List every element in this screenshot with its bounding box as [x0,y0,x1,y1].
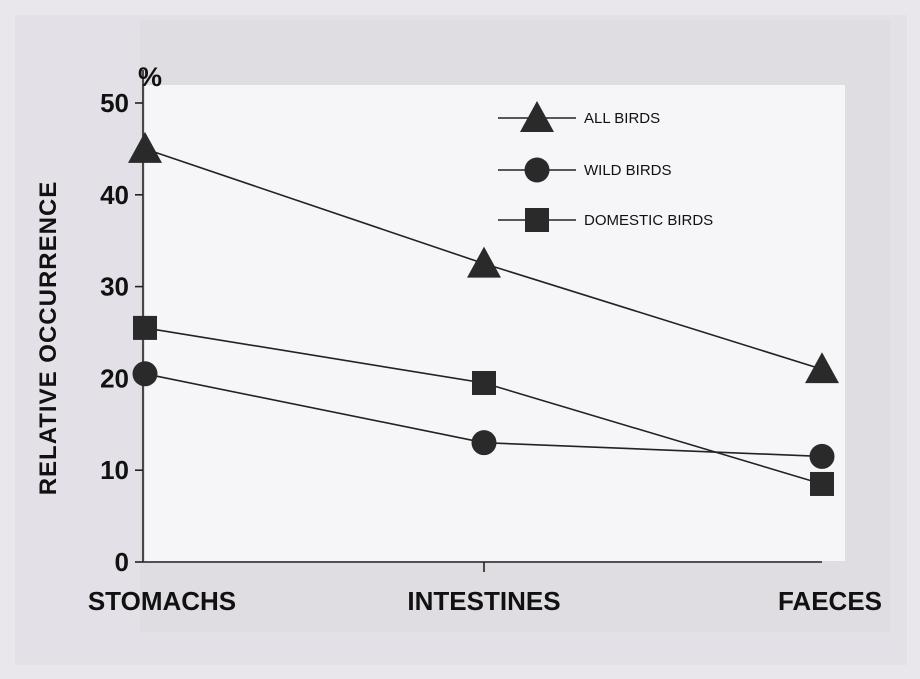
data-point-circle [471,430,497,456]
y-tick-label: 40 [100,180,129,210]
legend-label: ALL BIRDS [584,110,660,127]
data-point-triangle [128,131,162,163]
data-point-circle [809,443,835,469]
data-point-square [472,370,496,395]
data-point-circle [132,361,158,387]
y-tick-label: 20 [100,363,129,393]
legend-marker-square [525,208,549,232]
legend-label: DOMESTIC BIRDS [584,212,713,229]
x-tick-label: STOMACHS [88,586,236,616]
y-unit-label: % [138,62,162,92]
y-tick-label: 30 [100,272,129,302]
y-tick-label: 50 [100,88,129,118]
plot-area [145,85,845,561]
legend-label: WILD BIRDS [584,162,672,179]
axes: 0 10 20 30 40 50% RELATIVE OCCURRENCE STOMACHS I… [35,62,882,616]
y-axis-title: RELATIVE OCCURRENCE [35,181,62,496]
data-point-triangle [467,246,501,278]
series-markers [128,131,839,496]
data-point-square [810,471,834,496]
x-tick-label: FAECES [778,586,882,616]
data-point-square [133,315,157,340]
y-tick-label: 10 [100,455,129,485]
legend: ALL BIRDS WILD BIRDS DOMESTIC BIRDS [498,101,713,232]
data-point-triangle [805,352,839,384]
y-tick-label: 0 [115,547,129,577]
x-tick-label: INTESTINES [407,586,560,616]
legend-marker-triangle [520,101,554,132]
legend-marker-circle [524,157,550,183]
